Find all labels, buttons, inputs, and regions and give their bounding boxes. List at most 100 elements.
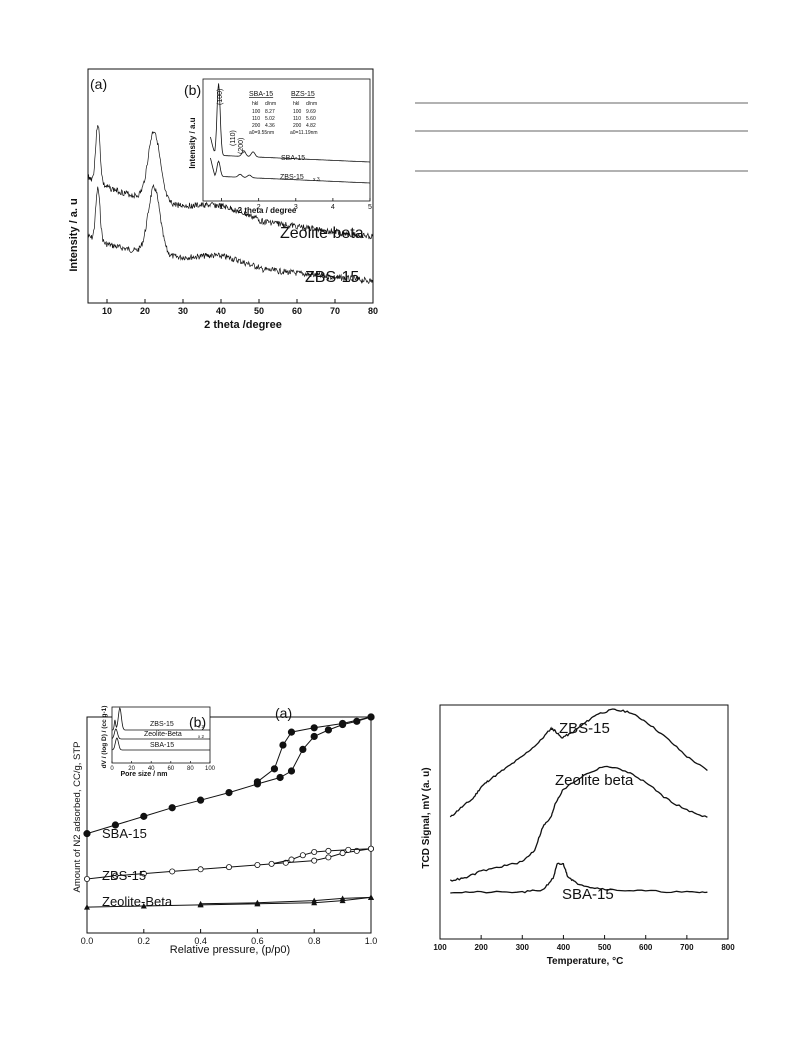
iso-point (83, 875, 90, 882)
xrd-series-1 (87, 183, 373, 284)
svg-text:8.27: 8.27 (265, 109, 275, 115)
inset-table-title-bzs15: BZS-15 (291, 91, 315, 98)
tpd-xtick-label: 400 (557, 943, 571, 952)
iso-point (311, 857, 318, 864)
iso-inset-xtick-label: 60 (167, 766, 174, 772)
tpd-series-2 (450, 862, 708, 894)
iso-point (197, 900, 204, 907)
iso-point (367, 713, 375, 721)
xrd-inset-xtick-label: 4 (331, 204, 335, 211)
svg-text:5.02: 5.02 (265, 116, 275, 122)
iso-inset-xtick-label: 20 (128, 766, 135, 772)
iso-point (197, 866, 204, 873)
iso-point (287, 728, 296, 736)
xrd-inset-xtick-label: 3 (294, 204, 298, 211)
xrd-inset-xtick-label: 2 (257, 204, 261, 211)
tpd-xtick-label: 200 (474, 943, 488, 952)
iso-point (276, 773, 284, 782)
xrd-xtick-label: 30 (178, 306, 188, 316)
xrd-xlabel: 2 theta /degree (204, 319, 282, 331)
iso-xtick-label: 0.4 (194, 936, 207, 946)
iso-point (253, 778, 261, 786)
svg-text:d/nm: d/nm (265, 101, 276, 107)
svg-text:hkl: hkl (293, 101, 299, 107)
svg-text:9.69: 9.69 (306, 109, 316, 115)
xrd-inset-series-0 (210, 83, 370, 163)
iso-inset-xtick-label: 80 (187, 766, 194, 772)
svg-text:hkl: hkl (252, 101, 258, 107)
iso-point (83, 830, 91, 838)
iso-point (310, 724, 318, 732)
tpd-legend-sba15: SBA-15 (562, 886, 614, 903)
iso-point (168, 804, 176, 812)
iso-point (197, 796, 205, 804)
iso-point (270, 765, 279, 773)
tpd-legend-zeolite-beta: Zeolite beta (555, 772, 634, 789)
iso-point (311, 848, 318, 855)
tpd-figure: 100 200 300 400 500 600 700 800 TCD Signal, mV … (421, 704, 735, 967)
svg-text:a0=11.19nm: a0=11.19nm (290, 130, 318, 136)
xrd-xtick-label: 10 (102, 306, 112, 316)
iso-xtick-label: 0.2 (138, 936, 151, 946)
iso-legend-sba15: SBA-15 (102, 826, 147, 841)
tpd-frame (439, 704, 729, 940)
svg-text:100: 100 (252, 109, 261, 115)
isotherm-figure: 0.0 0.2 0.4 0.6 0.8 1.0 (a) Amount of N2 adso… (72, 705, 377, 956)
tpd-ylabel: TCD Signal, mV (a. u) (421, 767, 432, 868)
tpd-xtick-label: 100 (433, 943, 447, 952)
inset-legend-sba15: SBA-15 (281, 155, 305, 162)
peak-label-100: (100) (217, 89, 224, 105)
svg-text:4.36: 4.36 (265, 123, 275, 129)
iso-point (325, 847, 332, 854)
iso-point (339, 850, 346, 857)
svg-text:200: 200 (293, 123, 302, 129)
xrd-inset-xtick-label: 5 (368, 204, 372, 211)
iso-xtick-label: 0.0 (81, 936, 94, 946)
iso-inset-legend-zbs15: ZBS-15 (150, 721, 174, 728)
tpd-legend-zbs15: ZBS-15 (559, 720, 610, 737)
xrd-inset-xlabel: 2 theta / degree (238, 206, 297, 215)
xrd-series-0 (87, 125, 373, 240)
iso-point (169, 868, 176, 875)
iso-point (140, 903, 147, 909)
iso-point (140, 870, 147, 877)
iso-point (311, 897, 318, 904)
iso-xlabel: Relative pressure, (p/p0) (170, 944, 290, 956)
iso-point (268, 860, 275, 867)
svg-text:200: 200 (252, 123, 261, 129)
xrd-figure: 10 20 30 40 50 60 70 80 (a) Intensity / a. u 2 … (68, 68, 378, 331)
iso-point (353, 717, 361, 725)
peak-label-110: (110) (230, 130, 237, 146)
tpd-xtick-label: 800 (721, 943, 735, 952)
iso-point (279, 741, 287, 749)
inset-legend-zbs15: ZBS-15 (280, 174, 304, 181)
svg-text:110: 110 (252, 116, 260, 122)
inset-table-title-sba15: SBA-15 (249, 91, 273, 98)
table-rules (415, 102, 748, 172)
iso-inset-legend-zeolite-beta: Zeolite-Beta (144, 731, 182, 738)
iso-point (338, 719, 347, 728)
iso-point (345, 846, 352, 853)
xrd-frame (87, 68, 374, 304)
inset-legend-zbs15-multiplier: x 3 (313, 177, 320, 183)
iso-panel-label: (a) (275, 705, 292, 721)
tpd-series-1 (449, 765, 708, 882)
iso-point (140, 812, 148, 820)
iso-inset-series-1 (111, 728, 210, 740)
iso-point (111, 821, 120, 829)
tpd-xtick-label: 600 (639, 943, 653, 952)
iso-point (225, 864, 232, 871)
tpd-xtick-label: 300 (516, 943, 530, 952)
iso-inset-ylabel: dV / (log D) / (cc g-1) (101, 706, 108, 769)
svg-text:5.60: 5.60 (306, 116, 316, 122)
svg-text:a0=9.55nm: a0=9.55nm (249, 130, 274, 136)
svg-text:110: 110 (293, 116, 301, 122)
peak-label-200: (200) (238, 138, 245, 154)
xrd-inset-ylabel: Intensity / a.u (188, 117, 197, 168)
iso-inset-xtick-label: 0 (110, 766, 114, 772)
iso-point (367, 845, 374, 852)
iso-frame (86, 716, 372, 934)
xrd-xtick-label: 70 (330, 306, 340, 316)
iso-point (299, 852, 306, 859)
iso-point (324, 726, 332, 734)
